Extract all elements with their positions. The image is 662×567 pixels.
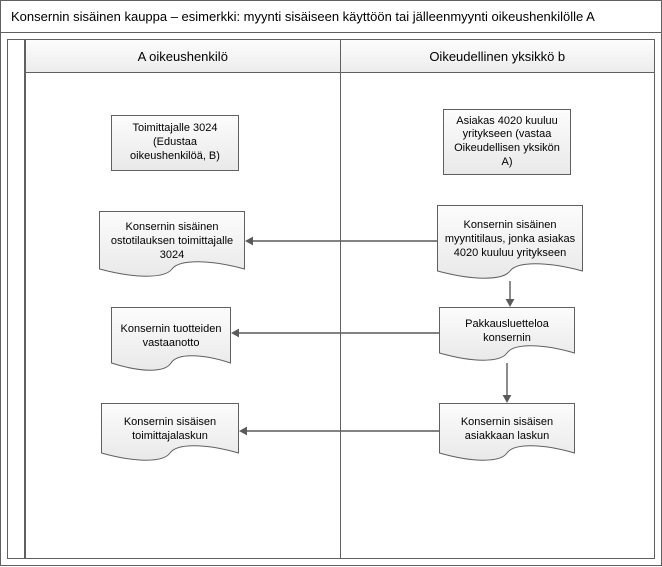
swimlane-divider — [340, 73, 341, 558]
node-b2-label: Konsernin sisäinen myyntitilaus, jonka a… — [443, 211, 577, 269]
node-a3-label: Konsernin tuotteiden vastaanotto — [117, 313, 225, 361]
node-a4-label: Konsernin sisäisen toimittajalaskun — [107, 409, 233, 451]
swimlane-header-left-label: A oikeushenkilö — [138, 49, 228, 64]
diagram-title: Konsernin sisäinen kauppa – esimerkki: m… — [11, 9, 595, 24]
node-a1: Toimittajalle 3024 (Edustaa oikeushenkil… — [111, 115, 239, 171]
node-b2: Konsernin sisäinen myyntitilaus, jonka a… — [437, 205, 583, 283]
swimlane-header-left: A oikeushenkilö — [25, 39, 341, 73]
swimlane-left-spine — [7, 39, 25, 559]
node-a2: Konsernin sisäinen ostotilauksen toimitt… — [99, 211, 245, 281]
diagram-title-bar: Konsernin sisäinen kauppa – esimerkki: m… — [1, 1, 661, 33]
node-a3: Konsernin tuotteiden vastaanotto — [111, 307, 231, 375]
node-a2-label: Konsernin sisäinen ostotilauksen toimitt… — [105, 217, 239, 267]
swimlane-header-right: Oikeudellinen yksikkö b — [341, 39, 656, 73]
node-b3: Pakkausluetteloa konsernin — [439, 307, 575, 365]
node-b1: Asiakas 4020 kuuluu yritykseen (vastaa O… — [443, 109, 571, 175]
node-b3-label: Pakkausluetteloa konsernin — [445, 313, 569, 351]
swimlane-headers: A oikeushenkilö Oikeudellinen yksikkö b — [25, 39, 655, 73]
diagram-frame: Konsernin sisäinen kauppa – esimerkki: m… — [0, 0, 662, 566]
node-a4: Konsernin sisäisen toimittajalaskun — [101, 403, 239, 465]
swimlane-header-right-label: Oikeudellinen yksikkö b — [429, 49, 565, 64]
node-b4: Konsernin sisäisen asiakkaan laskun — [439, 403, 575, 465]
node-b4-label: Konsernin sisäisen asiakkaan laskun — [445, 409, 569, 451]
